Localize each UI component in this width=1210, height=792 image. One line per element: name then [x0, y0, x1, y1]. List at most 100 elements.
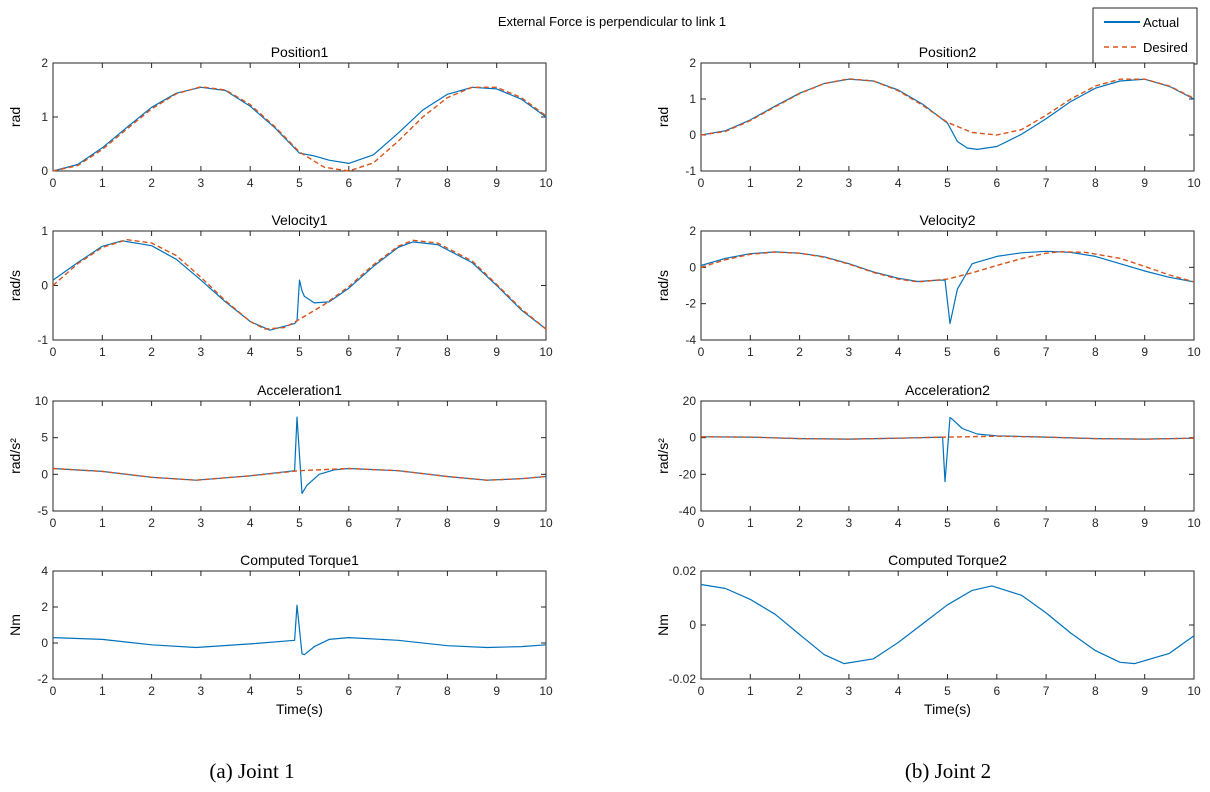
- x-tick-label: 10: [1187, 684, 1201, 698]
- subplot-velocity2: Velocity2 rad/s 0 1 2 3 4 5 6 7 8 9 10 -4 -2 0 2: [655, 212, 1201, 359]
- y-tick-label: -2: [685, 297, 696, 311]
- x-tick-label: 8: [444, 176, 451, 190]
- legend: Actual Desired: [1092, 7, 1198, 65]
- y-tick-label: 2: [689, 56, 696, 70]
- x-tick-label: 10: [539, 345, 553, 359]
- axes-box: [700, 230, 1195, 341]
- x-tick-label: 1: [747, 684, 754, 698]
- x-tick-label: 5: [296, 684, 303, 698]
- x-tick-label: 9: [493, 684, 500, 698]
- x-tick-label: 8: [444, 345, 451, 359]
- y-axis-label: rad/s: [7, 270, 23, 301]
- x-axis-label: Time(s): [924, 701, 971, 717]
- x-tick-label: 7: [1043, 176, 1050, 190]
- x-tick-label: 7: [395, 684, 402, 698]
- x-tick-label: 10: [539, 516, 553, 530]
- x-tick-label: 2: [148, 345, 155, 359]
- y-tick-label: 4: [41, 564, 48, 578]
- y-axis-label: Nm: [7, 614, 23, 636]
- x-tick-label: 1: [99, 516, 106, 530]
- x-tick-label: 0: [50, 176, 57, 190]
- x-tick-label: 1: [747, 176, 754, 190]
- y-tick-label: -1: [685, 164, 696, 178]
- x-tick-label: 10: [539, 684, 553, 698]
- y-tick-label: 5: [41, 431, 48, 445]
- x-tick-label: 0: [50, 684, 57, 698]
- series-desired-line: [700, 250, 1195, 283]
- x-tick-label: 5: [296, 176, 303, 190]
- series-desired-line: [700, 78, 1195, 136]
- subplot-title: Position1: [271, 44, 329, 60]
- x-tick-label: 6: [345, 176, 352, 190]
- x-tick-label: 1: [99, 345, 106, 359]
- caption-joint2: (b) Joint 2: [905, 759, 991, 783]
- x-tick-label: 2: [148, 516, 155, 530]
- y-tick-label: 2: [689, 224, 696, 238]
- x-tick-label: 5: [944, 345, 951, 359]
- x-tick-label: 10: [1187, 516, 1201, 530]
- x-tick-label: 10: [1187, 345, 1201, 359]
- legend-desired-label: Desired: [1143, 40, 1188, 55]
- y-tick-label: -40: [679, 504, 697, 518]
- x-tick-label: 0: [698, 345, 705, 359]
- x-tick-label: 5: [296, 516, 303, 530]
- y-axis-label: rad: [655, 107, 671, 127]
- series-desired-line: [52, 467, 547, 481]
- y-tick-label: 0: [689, 128, 696, 142]
- y-tick-label: 10: [35, 394, 49, 408]
- x-tick-label: 8: [1092, 684, 1099, 698]
- legend-actual-label: Actual: [1143, 15, 1179, 30]
- x-tick-label: 2: [796, 516, 803, 530]
- y-tick-label: 2: [41, 56, 48, 70]
- x-tick-label: 4: [895, 684, 902, 698]
- x-tick-label: 7: [395, 345, 402, 359]
- x-tick-label: 9: [493, 176, 500, 190]
- y-tick-label: 1: [41, 110, 48, 124]
- x-tick-label: 2: [796, 345, 803, 359]
- x-tick-label: 6: [345, 345, 352, 359]
- x-tick-label: 5: [944, 176, 951, 190]
- y-axis-label: rad/s²: [7, 438, 23, 474]
- x-tick-label: 6: [993, 176, 1000, 190]
- x-tick-label: 4: [247, 516, 254, 530]
- x-tick-label: 8: [1092, 345, 1099, 359]
- subplot-position1: Position1 rad 0 1 2 3 4 5 6 7 8 9 10 0 1 2: [7, 44, 553, 190]
- x-tick-label: 3: [198, 345, 205, 359]
- y-axis-label: rad: [7, 107, 23, 127]
- x-tick-label: 0: [50, 516, 57, 530]
- subplot-title: Acceleration1: [257, 382, 342, 398]
- y-tick-label: 0.02: [673, 564, 697, 578]
- legend-box: [1092, 7, 1198, 65]
- subplot-acceleration2: Acceleration2 rad/s² 0 1 2 3 4 5 6 7 8 9 10 -40 -20 0 20: [655, 382, 1201, 530]
- x-tick-label: 6: [993, 345, 1000, 359]
- x-tick-label: 8: [1092, 516, 1099, 530]
- x-tick-label: 5: [944, 516, 951, 530]
- x-tick-label: 10: [1187, 176, 1201, 190]
- x-tick-label: 1: [99, 684, 106, 698]
- subplot-title: Velocity1: [271, 212, 327, 228]
- x-tick-label: 5: [944, 684, 951, 698]
- x-tick-label: 0: [698, 684, 705, 698]
- x-tick-label: 1: [747, 516, 754, 530]
- subplot-title: Position2: [919, 44, 977, 60]
- figure-suptitle: External Force is perpendicular to link …: [498, 14, 726, 29]
- series-desired-line: [52, 86, 547, 172]
- y-tick-label: -2: [37, 672, 48, 686]
- x-tick-label: 1: [99, 176, 106, 190]
- x-tick-label: 3: [846, 684, 853, 698]
- x-tick-label: 2: [796, 176, 803, 190]
- x-tick-label: 7: [1043, 684, 1050, 698]
- x-tick-label: 0: [698, 176, 705, 190]
- x-tick-label: 2: [796, 684, 803, 698]
- x-tick-label: 7: [1043, 345, 1050, 359]
- y-axis-label: rad/s²: [655, 438, 671, 474]
- x-tick-label: 3: [198, 516, 205, 530]
- x-tick-label: 6: [345, 684, 352, 698]
- subplot-title: Acceleration2: [905, 382, 990, 398]
- x-tick-label: 6: [345, 516, 352, 530]
- x-tick-label: 4: [895, 345, 902, 359]
